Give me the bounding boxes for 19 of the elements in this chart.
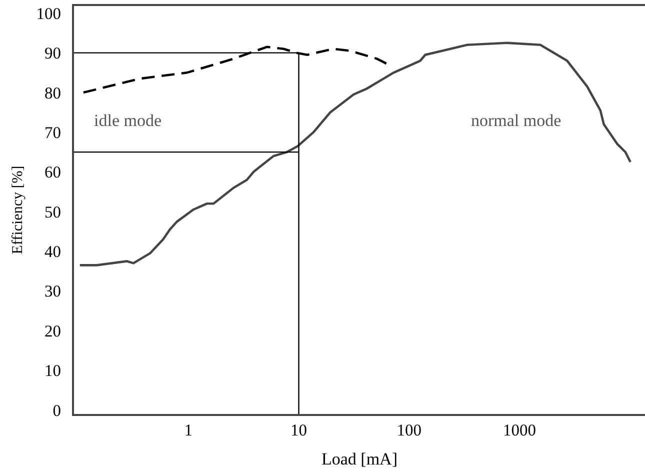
x-tick-label: 1000 [503, 420, 536, 440]
y-tick-label: 90 [44, 44, 61, 63]
annotation: idle mode [94, 111, 162, 130]
x-tick-label: 10 [290, 420, 308, 440]
x-tick-label: 100 [396, 420, 422, 440]
y-tick-label: 0 [52, 400, 61, 420]
annotation: normal mode [471, 111, 562, 130]
y-tick-label: 20 [44, 321, 61, 340]
y-tick-label: 80 [44, 83, 61, 102]
y-tick-label: 10 [44, 361, 61, 380]
x-axis-title: Load [mA] [321, 449, 398, 468]
x-tick-label: 1 [184, 420, 193, 440]
y-tick-label: 70 [44, 122, 61, 142]
y-tick-label: 40 [44, 242, 61, 262]
y-tick-label: 60 [44, 162, 61, 182]
y-tick-label: 100 [36, 4, 61, 23]
y-axis-title: Efficiency [%] [10, 166, 26, 254]
y-tick-label: 30 [44, 282, 61, 301]
y-tick-label: 50 [44, 202, 61, 222]
